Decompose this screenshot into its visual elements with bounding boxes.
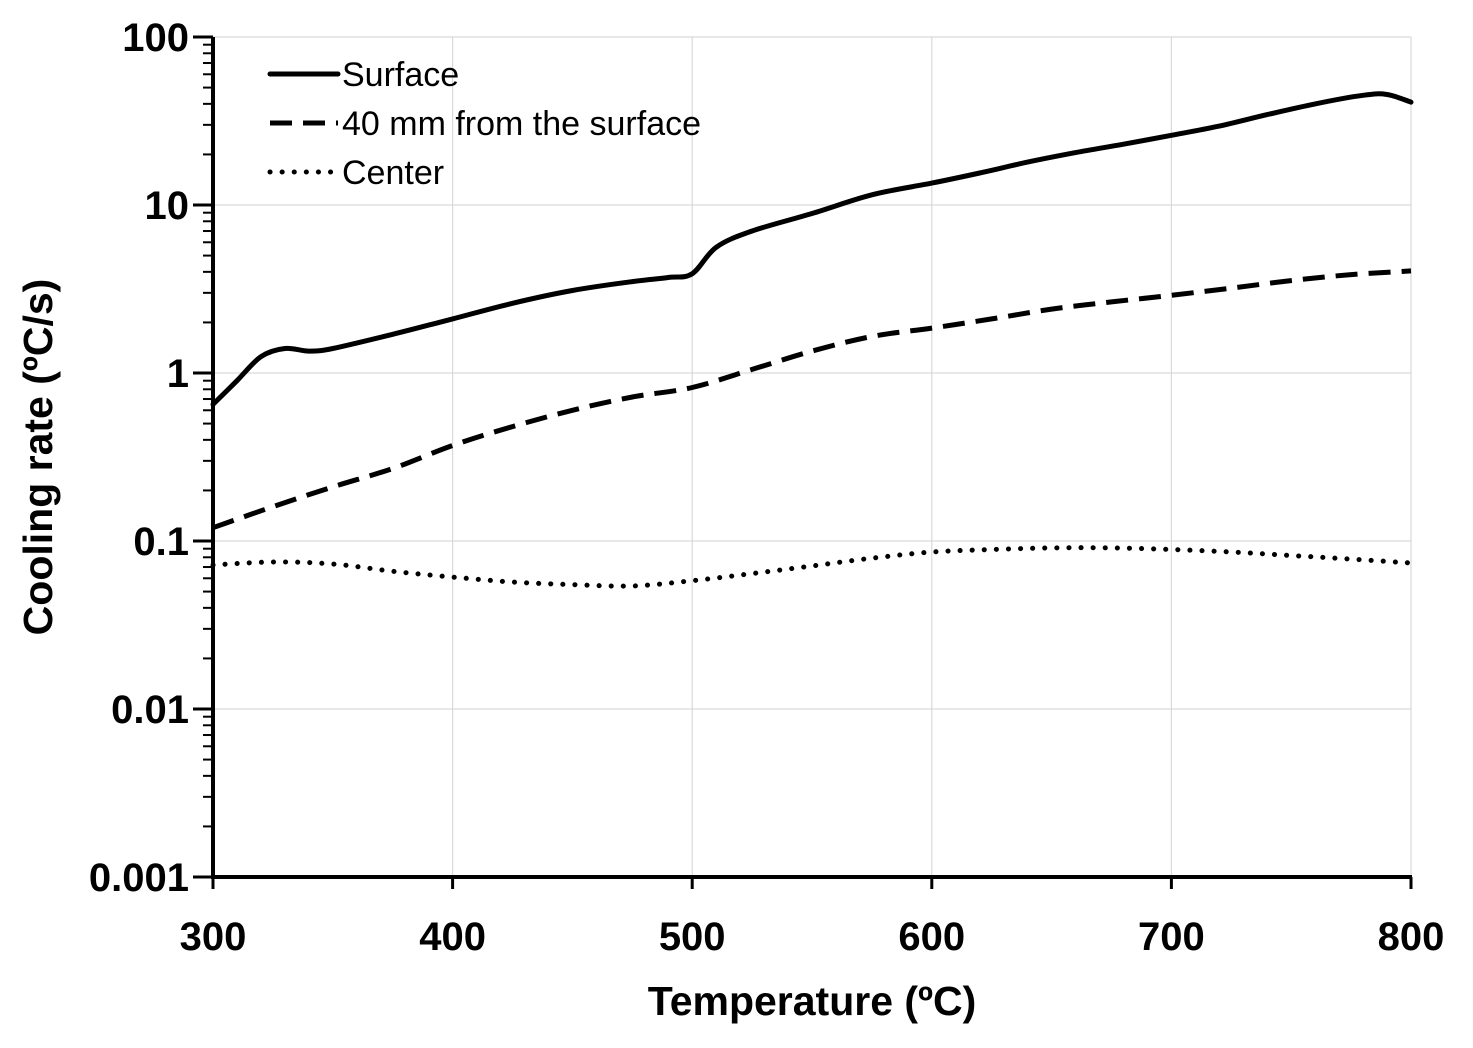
x-tick-label: 600 bbox=[898, 915, 965, 959]
x-tick-label: 800 bbox=[1378, 915, 1445, 959]
legend: Surface 40 mm from the surface Center bbox=[267, 56, 701, 192]
axes bbox=[193, 35, 1413, 889]
x-tick-label: 500 bbox=[659, 915, 726, 959]
x-tick-label: 300 bbox=[180, 915, 247, 959]
y-tick-label: 0.01 bbox=[111, 688, 189, 732]
x-axis-title: Temperature (ºC) bbox=[648, 978, 977, 1024]
series-line-dashed bbox=[212, 268, 1412, 531]
series-lines bbox=[210, 91, 1414, 589]
legend-label: Center bbox=[342, 154, 444, 192]
legend-label: Surface bbox=[342, 56, 459, 94]
y-tick-label: 0.001 bbox=[89, 856, 189, 900]
axis-labels: 0.001 0.01 0.1 1 10 100 300 400 500 600 700 800 Temp… bbox=[15, 16, 1444, 1024]
series-line-dotted bbox=[210, 545, 1414, 589]
y-axis-title: Cooling rate (ºC/s) bbox=[15, 279, 61, 636]
grid bbox=[213, 36, 1412, 877]
y-tick-label: 100 bbox=[122, 16, 189, 60]
series-line-solid bbox=[210, 91, 1414, 407]
y-tick-label: 0.1 bbox=[133, 520, 189, 564]
x-tick-label: 400 bbox=[419, 915, 486, 959]
legend-label: 40 mm from the surface bbox=[342, 105, 701, 143]
y-tick-label: 10 bbox=[145, 184, 190, 228]
y-tick-label: 1 bbox=[167, 352, 189, 396]
x-tick-label: 700 bbox=[1138, 915, 1205, 959]
